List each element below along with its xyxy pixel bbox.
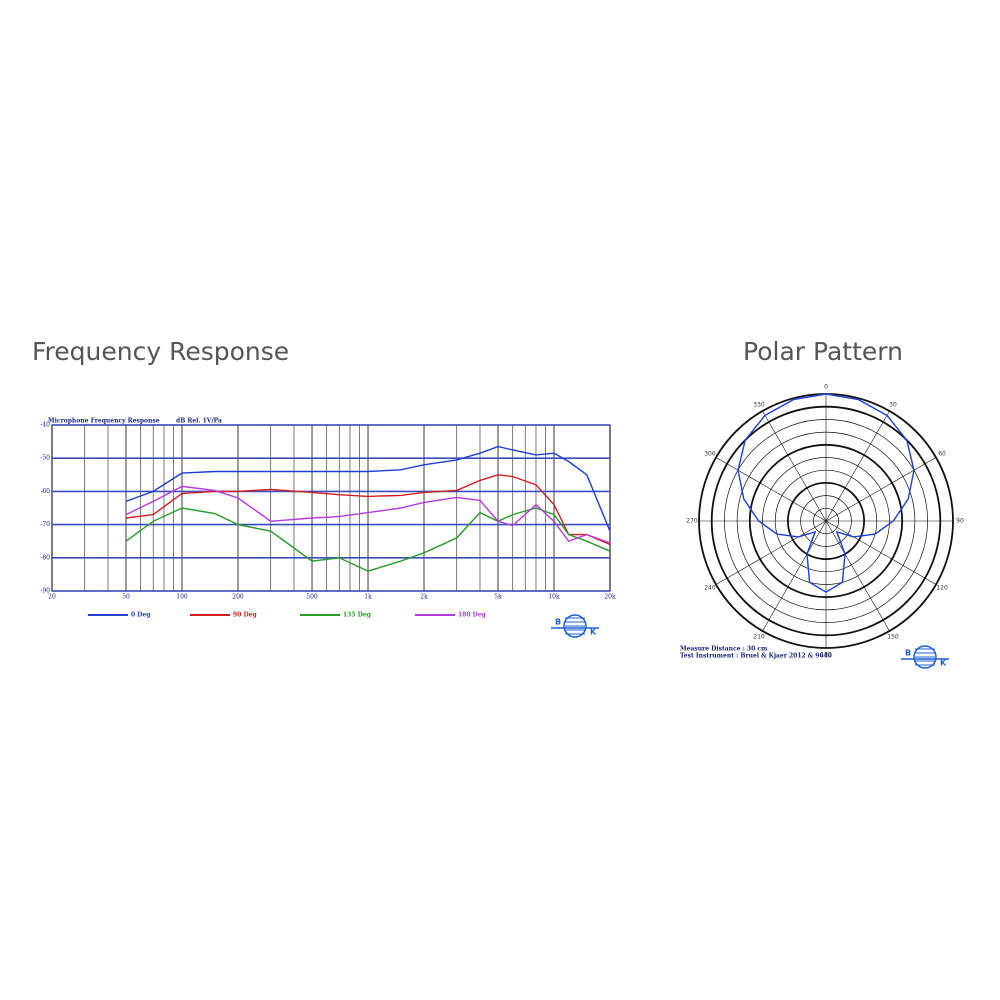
angle-label: 90 [956,518,964,525]
note: Measure Distance : 30 cm [680,646,768,653]
series-line [125,507,611,572]
angle-label: 300 [704,451,716,458]
logo: BK [901,645,949,669]
angle-label: 210 [753,634,765,641]
legend-label: 90 Deg [233,612,257,619]
angle-label: 330 [753,401,765,408]
x-tick-label: 10k [548,594,560,601]
angle-label: 0 [824,384,828,391]
y-tick-label: -40 [40,422,50,429]
grid-spoke [825,520,890,632]
legend-label: 0 Deg [131,612,151,619]
logo-letter: K [940,659,947,668]
angle-label: 150 [887,634,899,641]
y-tick-label: -50 [40,455,50,462]
chart-title: Microphone Frequency Response [48,418,160,425]
logo: BK [551,614,599,638]
polar-curve [737,393,915,593]
x-tick-label: 100 [176,594,188,601]
angle-label: 180 [820,652,832,659]
logo-letter: B [555,618,561,627]
y-tick-label: -80 [40,554,50,561]
grid-spoke [825,520,937,585]
grid-spoke [715,520,827,585]
x-tick-label: 50 [122,594,130,601]
x-tick-label: 1k [364,594,372,601]
grid-spoke [762,520,827,632]
x-tick-label: 200 [232,594,244,601]
x-tick-label: 20k [604,594,616,601]
y-tick-label: -90 [40,588,50,595]
legend-label: 135 Deg [343,612,372,619]
y-tick-label: -70 [40,521,50,528]
chart-heading: Frequency Response [32,337,289,366]
plot-area [51,424,611,592]
x-tick-label: 2k [420,594,428,601]
y-tick-label: -60 [40,488,50,495]
x-tick-label: 5k [494,594,502,601]
logo-letter: B [905,649,911,658]
chart-heading: Polar Pattern [743,337,903,366]
grid-spoke [825,457,937,522]
legend-label: 180 Deg [458,612,487,619]
angle-label: 240 [704,585,716,592]
series-line [125,485,611,544]
angle-label: 270 [686,518,698,525]
grid-spoke [715,457,827,522]
logo-letter: K [590,628,597,637]
angle-label: 120 [936,585,948,592]
grid-spoke [825,410,890,522]
angle-label: 60 [938,451,946,458]
note: Test Instrument : Bruel & Kjaer 2012 & 9… [680,653,832,660]
series-line [125,445,611,532]
grid-spoke [762,410,827,522]
y-axis-label: dB Rel. 1V/Pa [176,418,222,425]
x-tick-label: 500 [306,594,318,601]
angle-label: 30 [889,401,897,408]
x-tick-label: 20 [48,594,56,601]
